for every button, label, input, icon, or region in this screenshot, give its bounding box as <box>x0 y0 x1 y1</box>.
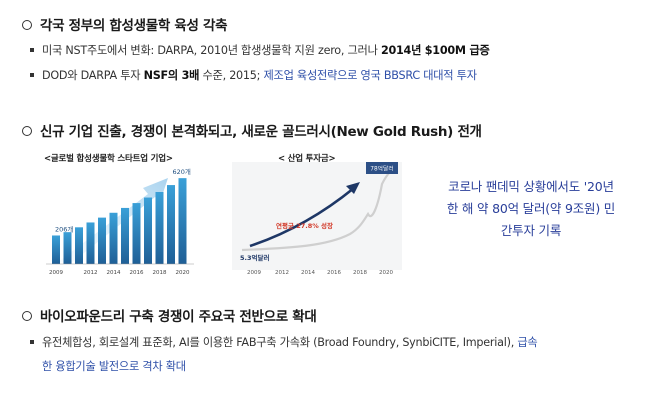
data-label-first: 206개 <box>55 224 73 233</box>
bar-2016 <box>132 203 141 264</box>
end-value-label: 78억달러 <box>370 165 393 173</box>
bar-2009 <box>52 235 60 264</box>
startup-bar-chart: 2009 2012 2014 2016 2018 2020 206개 620개 <box>46 167 194 276</box>
x-tick-label: 2020 <box>379 270 393 276</box>
circle-bullet-icon <box>22 126 32 136</box>
chart1-title: <글로벌 합성생물학 스타트업 기업> <box>44 154 173 164</box>
growth-arrow-shaft <box>249 186 355 248</box>
section1-bullet1: 미국 NST주도에서 변화: DARPA, 2010년 합생생물학 지원 zer… <box>30 42 490 58</box>
x-tick-label: 2012 <box>275 270 289 276</box>
x-tick-label: 2018 <box>353 270 367 276</box>
section3-bullet1-cont: 한 융합기술 발전으로 격차 확대 <box>42 360 186 373</box>
x-tick-label: 2016 <box>327 270 341 276</box>
bar-2015 <box>121 207 129 264</box>
bar-2011 <box>75 227 83 264</box>
growth-rate-label: 연평균 27.8% 성장 <box>276 221 333 230</box>
square-bullet-icon <box>30 48 34 52</box>
bar-2019 <box>167 185 175 264</box>
x-tick-label: 2014 <box>107 270 121 276</box>
chart2-title: < 산업 투자금> <box>278 154 336 164</box>
circle-bullet-icon <box>22 311 32 321</box>
x-tick-label: 2014 <box>301 270 315 276</box>
investment-line-chart: 2009 2012 2014 2016 2018 2020 5.3억달러 78억달러연평균 … <box>232 162 402 276</box>
x-tick-label: 2018 <box>153 270 167 276</box>
section1-bullet2: DOD와 DARPA 투자 NSF의 3배 수준, 2015; 제조업 육성전략… <box>30 67 477 83</box>
square-bullet-icon <box>30 340 34 344</box>
callout-text: 코로나 팬데믹 상황에서도 '20년 한 해 약 80억 달러(약 9조원) 민… <box>416 176 646 242</box>
section3-heading: 바이오파운드리 구축 경쟁이 주요국 전반으로 확대 <box>22 305 317 325</box>
x-tick-label: 2009 <box>247 270 261 276</box>
bar-2020 <box>178 178 187 264</box>
bar-2017 <box>144 197 152 264</box>
bar-2012 <box>86 222 95 264</box>
section1-heading: 각국 정부의 합성생물학 육성 각축 <box>22 14 228 34</box>
end-value-badge <box>366 162 398 174</box>
data-label-last: 620개 <box>173 167 191 176</box>
bar-2010 <box>63 232 72 264</box>
section3-bullet1: 유전체합성, 회로설계 표준화, AI를 이용한 FAB구축 가속화 (Broa… <box>30 334 538 350</box>
callout-line3: 간투자 기록 <box>500 223 562 238</box>
start-value-label: 5.3억달러 <box>240 253 269 262</box>
square-bullet-icon <box>30 73 34 77</box>
callout-line2: 한 해 약 80억 달러(약 9조원) 민 <box>446 201 616 216</box>
bar-2014 <box>109 212 118 264</box>
circle-bullet-icon <box>22 20 32 30</box>
x-tick-label: 2009 <box>49 270 63 276</box>
x-tick-label: 2016 <box>130 270 144 276</box>
bar-2018 <box>155 192 164 264</box>
chart2-background <box>232 162 402 270</box>
growth-arrow-icon <box>346 182 360 194</box>
x-tick-label: 2020 <box>176 270 190 276</box>
x-tick-label: 2012 <box>84 270 98 276</box>
investment-line <box>241 171 391 252</box>
callout-line1: 코로나 팬데믹 상황에서도 '20년 <box>448 179 614 194</box>
section2-heading: 신규 기업 진출, 경쟁이 본격화되고, 새로운 골드러시(New Gold R… <box>22 120 482 140</box>
bar-2013 <box>98 217 106 264</box>
